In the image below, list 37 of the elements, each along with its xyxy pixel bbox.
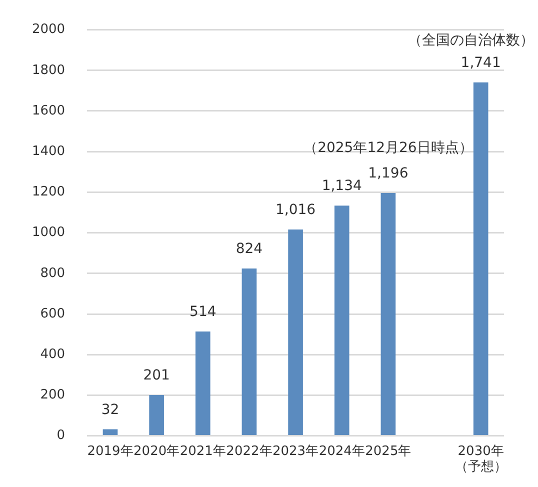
y-tick-label: 200: [40, 388, 66, 403]
x-tick-label: 2030年（予想）: [454, 444, 507, 475]
x-tick-label: 2022年: [226, 444, 272, 459]
y-tick-label: 400: [40, 346, 66, 362]
x-tick-label: 2024年: [318, 444, 365, 459]
data-label: 514: [190, 304, 216, 320]
y-tick-label: 1200: [32, 184, 66, 200]
bar: [334, 206, 350, 436]
x-tick-label: 2025年: [365, 444, 412, 459]
y-tick-label: 1400: [32, 144, 66, 159]
y-tick-label: 1600: [32, 103, 66, 118]
data-label: 1,741: [460, 55, 501, 72]
bar: [288, 230, 303, 436]
bar: [102, 429, 118, 436]
x-tick-label: 2020年: [134, 444, 180, 459]
data-label: 824: [236, 241, 263, 258]
y-tick-label: 1000: [32, 225, 66, 240]
data-label: 1,016: [275, 202, 316, 218]
bar: [242, 268, 257, 436]
annotation: （全国の自治体数）: [408, 32, 534, 49]
annotation: （2025年12月26日時点）: [304, 140, 473, 156]
data-label: 201: [143, 368, 170, 384]
bar: [380, 193, 396, 436]
data-label: 1,134: [322, 178, 362, 194]
x-tick-label: 2021年: [180, 444, 226, 459]
bar: [473, 82, 488, 436]
y-tick-label: 2000: [32, 22, 66, 38]
data-label: 32: [101, 402, 120, 418]
y-tick-label: 600: [40, 306, 66, 322]
y-tick-label: 0: [56, 428, 66, 444]
y-tick-label: 800: [40, 266, 66, 281]
y-tick-label: 1800: [32, 62, 66, 78]
x-tick-label: 2023年: [272, 444, 319, 459]
bar: [195, 331, 210, 436]
data-label: 1,196: [368, 166, 408, 182]
bar: [149, 394, 164, 436]
x-tick-label: 2019年: [87, 444, 134, 459]
